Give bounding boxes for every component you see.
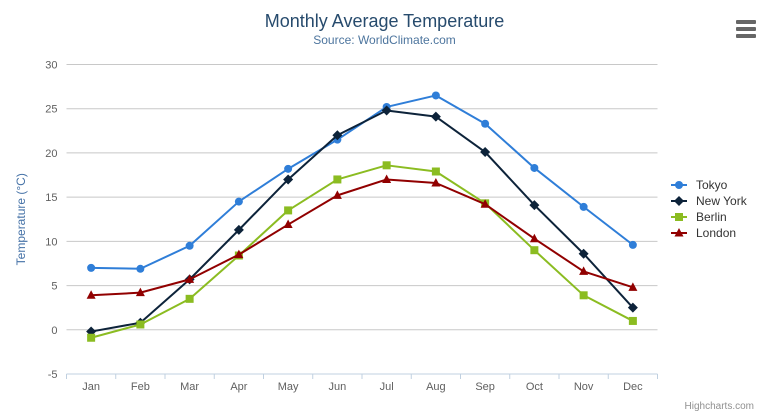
series-line-new-york[interactable]	[90, 109, 634, 333]
y-axis-tick-label: 5	[51, 281, 57, 293]
data-point-marker[interactable]	[136, 264, 145, 273]
data-point-marker[interactable]	[530, 163, 539, 172]
data-point-marker[interactable]	[87, 333, 96, 342]
diamond-marker-icon	[671, 196, 687, 206]
data-point-marker[interactable]	[480, 199, 490, 208]
data-point-marker[interactable]	[579, 291, 588, 300]
data-point-marker[interactable]	[381, 105, 392, 116]
data-point-marker[interactable]	[185, 294, 194, 303]
data-point-marker[interactable]	[234, 249, 244, 259]
x-axis-tick-label: Apr	[230, 381, 247, 393]
data-point-marker[interactable]	[431, 167, 440, 176]
y-axis-tick-label: 0	[51, 325, 57, 337]
y-axis-tick-label: 20	[45, 148, 57, 160]
chart-title: Monthly Average Temperature	[264, 11, 505, 31]
series-new-york	[86, 105, 638, 337]
data-point-marker[interactable]	[579, 266, 589, 275]
square-marker-icon	[671, 213, 687, 221]
legend-item-label: Tokyo	[696, 178, 728, 192]
x-axis-tick-label: Feb	[131, 381, 150, 393]
circle-marker-icon	[671, 181, 687, 189]
data-point-marker[interactable]	[333, 175, 342, 184]
y-axis-tick-label: -5	[48, 369, 58, 381]
x-axis-tick-label: Aug	[426, 381, 446, 393]
data-point-marker[interactable]	[185, 274, 195, 283]
data-point-marker[interactable]	[431, 91, 440, 100]
hamburger-icon	[736, 20, 756, 38]
data-point-marker	[675, 181, 683, 189]
series-tokyo	[87, 91, 637, 273]
legend-item-tokyo[interactable]: Tokyo	[671, 177, 747, 193]
x-axis-tick-label: Jan	[82, 381, 100, 393]
legend-item-london[interactable]: London	[671, 225, 747, 241]
hamburger-bar	[736, 27, 756, 31]
data-point-marker[interactable]	[481, 119, 490, 128]
x-axis-tick-label: Mar	[180, 381, 199, 393]
data-point-marker[interactable]	[430, 111, 441, 122]
data-point-marker[interactable]	[233, 224, 244, 235]
y-axis-tick-label: 10	[45, 236, 57, 248]
legend-item-berlin[interactable]: Berlin	[671, 209, 747, 225]
series-london	[86, 174, 638, 299]
y-axis-tick-label: 15	[45, 192, 57, 204]
data-point-marker[interactable]	[529, 200, 540, 211]
x-axis-tick-label: Jul	[380, 381, 394, 393]
data-point-marker	[675, 213, 683, 221]
data-point-marker[interactable]	[284, 164, 293, 173]
hamburger-bar	[736, 20, 756, 24]
series-line-tokyo[interactable]	[90, 94, 634, 270]
data-point-marker	[674, 228, 684, 237]
data-point-marker[interactable]	[382, 161, 391, 170]
data-point-marker[interactable]	[578, 248, 589, 259]
data-point-marker[interactable]	[332, 130, 343, 141]
y-axis-title: Temperature (°C)	[14, 173, 28, 265]
legend-item-new-york[interactable]: New York	[671, 193, 747, 209]
legend-item-label: New York	[696, 194, 747, 208]
data-point-marker[interactable]	[283, 174, 294, 185]
data-point-marker[interactable]	[87, 263, 96, 272]
legend-item-label: London	[696, 226, 737, 240]
data-point-marker[interactable]	[86, 290, 96, 299]
triangle-marker-icon	[671, 228, 687, 237]
legend: Tokyo New York Berlin London	[671, 177, 747, 241]
data-point-marker	[674, 196, 684, 206]
chart-subtitle: Source: WorldClimate.com	[313, 33, 456, 47]
series-line-london[interactable]	[90, 178, 634, 297]
x-axis-tick-label: Dec	[623, 381, 643, 393]
data-point-marker[interactable]	[136, 320, 145, 329]
x-axis-tick-label: Jun	[329, 381, 347, 393]
data-point-marker[interactable]	[431, 177, 441, 187]
series-line-berlin[interactable]	[90, 164, 634, 339]
data-point-marker[interactable]	[284, 206, 293, 215]
data-point-marker[interactable]	[135, 287, 145, 297]
x-axis-tick-label: Oct	[526, 381, 543, 393]
data-point-marker[interactable]	[382, 174, 392, 183]
y-axis-tick-label: 30	[45, 60, 57, 72]
data-point-marker[interactable]	[628, 240, 637, 249]
data-point-marker[interactable]	[332, 190, 342, 199]
data-point-marker[interactable]	[480, 147, 491, 158]
x-axis-tick-label: Sep	[475, 381, 495, 393]
x-axis-tick-label: May	[278, 381, 299, 393]
data-point-marker[interactable]	[283, 219, 293, 229]
data-point-marker[interactable]	[234, 197, 243, 206]
data-point-marker[interactable]	[185, 241, 194, 250]
data-point-marker[interactable]	[529, 233, 539, 243]
data-point-marker[interactable]	[628, 316, 637, 325]
x-axis-tick-label: Nov	[574, 381, 594, 393]
credits-link[interactable]: Highcharts.com	[684, 401, 754, 412]
data-point-marker[interactable]	[627, 302, 638, 313]
export-menu-button[interactable]	[736, 20, 756, 38]
legend-item-label: Berlin	[696, 210, 727, 224]
hamburger-bar	[736, 34, 756, 38]
data-point-marker[interactable]	[530, 246, 539, 255]
data-point-marker[interactable]	[579, 202, 588, 211]
data-point-marker[interactable]	[628, 282, 638, 291]
y-axis-tick-label: 25	[45, 104, 57, 116]
